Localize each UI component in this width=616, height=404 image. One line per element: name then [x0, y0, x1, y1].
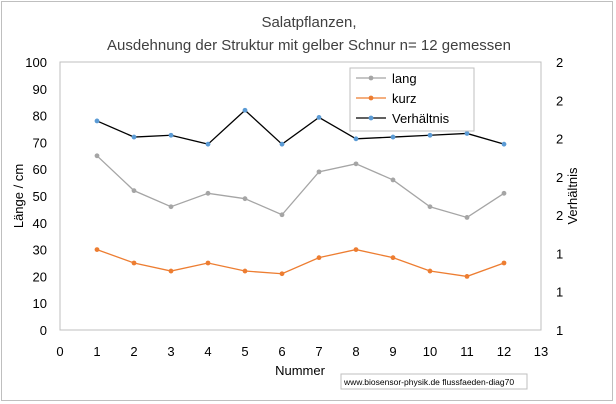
x-tick-label: 9: [389, 344, 396, 359]
y-tick-label: 50: [33, 189, 47, 204]
series-line-kurz: [96, 248, 505, 278]
x-tick-labels: 0 1 2 3 4 5 6 7 8 9 10 11 12 13: [56, 344, 548, 359]
series-group: [94, 107, 507, 279]
x-tick-label: 6: [278, 344, 285, 359]
y-tick-label: 100: [25, 55, 47, 70]
data-point-verh-ltnis: [242, 107, 248, 113]
y-tick-labels: 0 10 20 30 40 50 60 70 80 90 100: [25, 55, 47, 338]
y2-tick-label: 2: [556, 132, 563, 147]
data-point-verh-ltnis: [353, 136, 359, 142]
credit-text: www.biosensor-physik.de flussfaeden-diag…: [343, 377, 514, 387]
data-point-lang: [94, 153, 100, 159]
data-point-verh-ltnis: [131, 134, 137, 140]
x-tick-label: 10: [423, 344, 437, 359]
y-tick-label: 80: [33, 109, 47, 124]
y2-axis-label: Verhältnis: [565, 167, 580, 225]
data-point-verh-ltnis: [279, 141, 285, 147]
y2-tick-label: 2: [556, 93, 563, 108]
legend-marker-verh-ltnis: [368, 115, 374, 121]
y2-tick-labels: 1 1 1 2 2 2 2 2: [556, 55, 563, 338]
series-line-verh-ltnis: [96, 109, 505, 146]
data-point-kurz: [94, 247, 100, 253]
data-point-lang: [501, 190, 507, 196]
data-point-kurz: [390, 255, 396, 261]
credit-box: www.biosensor-physik.de flussfaeden-diag…: [340, 373, 528, 390]
data-point-verh-ltnis: [390, 134, 396, 140]
y-tick-label: 90: [33, 82, 47, 97]
data-point-kurz: [316, 255, 322, 261]
y-tick-label: 30: [33, 243, 47, 258]
x-tick-label: 13: [534, 344, 548, 359]
y2-tick-label: 2: [556, 170, 563, 185]
legend-label-lang: lang: [392, 71, 417, 86]
x-tick-label: 11: [460, 344, 474, 359]
data-point-lang: [131, 188, 137, 194]
y-tick-label: 0: [40, 323, 47, 338]
data-point-kurz: [501, 260, 507, 266]
data-point-verh-ltnis: [94, 118, 100, 124]
chart-title: Salatpflanzen,: [261, 14, 356, 31]
data-point-verh-ltnis: [464, 131, 470, 136]
data-point-verh-ltnis: [427, 132, 433, 138]
series-line-lang: [96, 155, 505, 219]
y2-tick-label: 2: [556, 55, 563, 70]
y2-tick-label: 2: [556, 208, 563, 223]
data-point-lang: [242, 196, 248, 202]
data-point-kurz: [279, 271, 285, 277]
data-point-lang: [279, 212, 285, 218]
data-point-lang: [353, 161, 359, 167]
y-axis-label: Länge / cm: [11, 164, 26, 228]
plot-area: [59, 61, 542, 331]
y2-tick-label: 1: [556, 246, 563, 261]
x-axis-label: Nummer: [275, 363, 326, 378]
x-tick-label: 4: [204, 344, 211, 359]
data-point-kurz: [464, 274, 470, 279]
data-point-kurz: [353, 247, 359, 253]
legend: lang kurz Verhältnis: [349, 67, 475, 132]
data-point-kurz: [168, 268, 174, 274]
data-point-verh-ltnis: [168, 132, 174, 138]
x-tick-label: 2: [130, 344, 137, 359]
x-tick-label: 0: [56, 344, 63, 359]
y-tick-label: 60: [33, 162, 47, 177]
legend-label-verh-ltnis: Verhältnis: [392, 111, 450, 126]
chart-subtitle: Ausdehnung der Struktur mit gelber Schnu…: [107, 37, 511, 54]
legend-marker-kurz: [368, 95, 374, 101]
data-point-verh-ltnis: [316, 114, 322, 120]
credit-frame: [340, 373, 528, 390]
data-point-lang: [168, 204, 174, 210]
data-point-lang: [427, 204, 433, 210]
x-tick-label: 12: [497, 344, 511, 359]
y-tick-label: 10: [33, 296, 47, 311]
x-tick-label: 5: [241, 344, 248, 359]
data-point-verh-ltnis: [205, 141, 211, 147]
data-point-kurz: [427, 268, 433, 274]
legend-marker-lang: [368, 75, 374, 81]
y-tick-label: 20: [33, 269, 47, 284]
x-tick-label: 8: [352, 344, 359, 359]
x-tick-label: 3: [167, 344, 174, 359]
x-tick-label: 1: [93, 344, 100, 359]
x-tick-label: 7: [315, 344, 322, 359]
y-tick-label: 40: [33, 216, 47, 231]
data-point-kurz: [205, 260, 211, 266]
data-point-lang: [464, 215, 470, 220]
data-point-lang: [205, 190, 211, 196]
data-point-lang: [390, 177, 396, 183]
y2-tick-label: 1: [556, 323, 563, 338]
data-point-verh-ltnis: [501, 141, 507, 147]
data-point-kurz: [242, 268, 248, 274]
legend-label-kurz: kurz: [392, 91, 417, 106]
data-point-kurz: [131, 260, 137, 266]
data-point-lang: [316, 169, 322, 175]
y-tick-label: 70: [33, 135, 47, 150]
y2-tick-label: 1: [556, 285, 563, 300]
